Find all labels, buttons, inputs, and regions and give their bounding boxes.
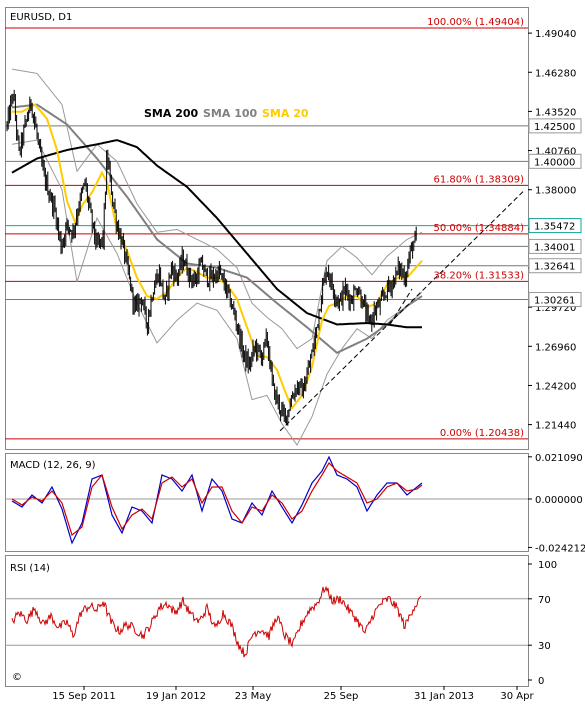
legend-sma20: SMA 20 (262, 107, 309, 120)
level-label: 1.42500 (534, 122, 575, 133)
rsi-y-tick-label: 100 (538, 560, 557, 571)
y-tick-label: 1.38000 (535, 186, 576, 197)
level-label: 1.40000 (534, 157, 575, 168)
fib-label: 0.00% (1.20438) (440, 428, 524, 439)
y-tick-label: 1.49040 (535, 29, 576, 40)
level-box (528, 258, 582, 274)
y-tick-label: 1.46280 (535, 68, 576, 79)
copyright-icon: © (12, 672, 22, 683)
rsi-y-tick-label: 70 (538, 595, 551, 606)
x-tick-label: 23 May (235, 691, 272, 702)
level-box (528, 291, 582, 307)
macd-y-tick-label: 0.000000 (535, 495, 583, 506)
bb-lower-line (11, 139, 423, 446)
x-axis: 15 Sep 2011 19 Jan 2012 23 May 25 Sep 31 Jan… (52, 686, 534, 702)
price-series (6, 89, 417, 426)
sma100-line (11, 103, 423, 354)
rsi-y-tick-label: 0 (538, 676, 544, 687)
rsi-layer: 100 70 30 0 (5, 560, 557, 687)
x-tick-label: 30 Apr (500, 691, 534, 702)
rsi-y-tick-label: 30 (538, 641, 551, 652)
macd-title: MACD (12, 26, 9) (10, 460, 96, 471)
level-box (528, 218, 582, 234)
rsi-panel (5, 555, 529, 687)
level-box (528, 153, 582, 169)
y-tick-label: 1.43520 (535, 107, 576, 118)
x-tick-label: 25 Sep (324, 691, 359, 702)
level-label: 1.35472 (534, 222, 575, 233)
level-label: 1.34001 (534, 242, 575, 253)
x-tick-label: 19 Jan 2012 (146, 691, 206, 702)
trend-line (389, 288, 413, 325)
level-label: 1.30261 (534, 295, 575, 306)
macd-layer: 0.021090 0.000000 -0.024212 (5, 453, 585, 554)
bb-upper-line (11, 68, 423, 350)
y-tick-label: 1.26960 (535, 342, 576, 353)
y-tick-label: 1.40760 (535, 147, 576, 158)
x-tick-label: 15 Sep 2011 (52, 691, 115, 702)
fib-label: 38.20% (1.31533) (434, 270, 525, 281)
bollinger-bands (11, 68, 423, 446)
macd-y-tick-label: 0.021090 (535, 453, 583, 464)
macd-signal-line (11, 462, 423, 537)
y-tick-label: 1.21440 (535, 421, 576, 432)
y-tick-label: 1.24200 (535, 381, 576, 392)
trend-lines (279, 189, 526, 432)
sma200-line (11, 139, 422, 329)
legend-sma100: SMA 100 (203, 107, 258, 120)
legend-sma200: SMA 200 (144, 107, 199, 120)
chart-title: EURUSD, D1 (10, 12, 72, 23)
fib-label: 100.00% (1.49404) (427, 17, 524, 28)
trend-channel-line (279, 189, 526, 432)
level-box (528, 118, 582, 134)
y-tick-label: 1.29720 (535, 303, 576, 314)
price-labels: 1.490401.462801.435201.407601.380001.352… (427, 17, 582, 439)
macd-y-tick-label: -0.024212 (535, 543, 585, 554)
rsi-line (11, 585, 422, 658)
fib-label: 61.80% (1.38309) (434, 174, 525, 185)
x-tick-label: 31 Jan 2013 (414, 691, 474, 702)
macd-line (11, 455, 423, 545)
fib-label: 50.00% (1.34884) (434, 223, 525, 234)
level-box (528, 238, 582, 254)
level-label: 1.32641 (534, 262, 575, 273)
rsi-title: RSI (14) (10, 563, 50, 574)
